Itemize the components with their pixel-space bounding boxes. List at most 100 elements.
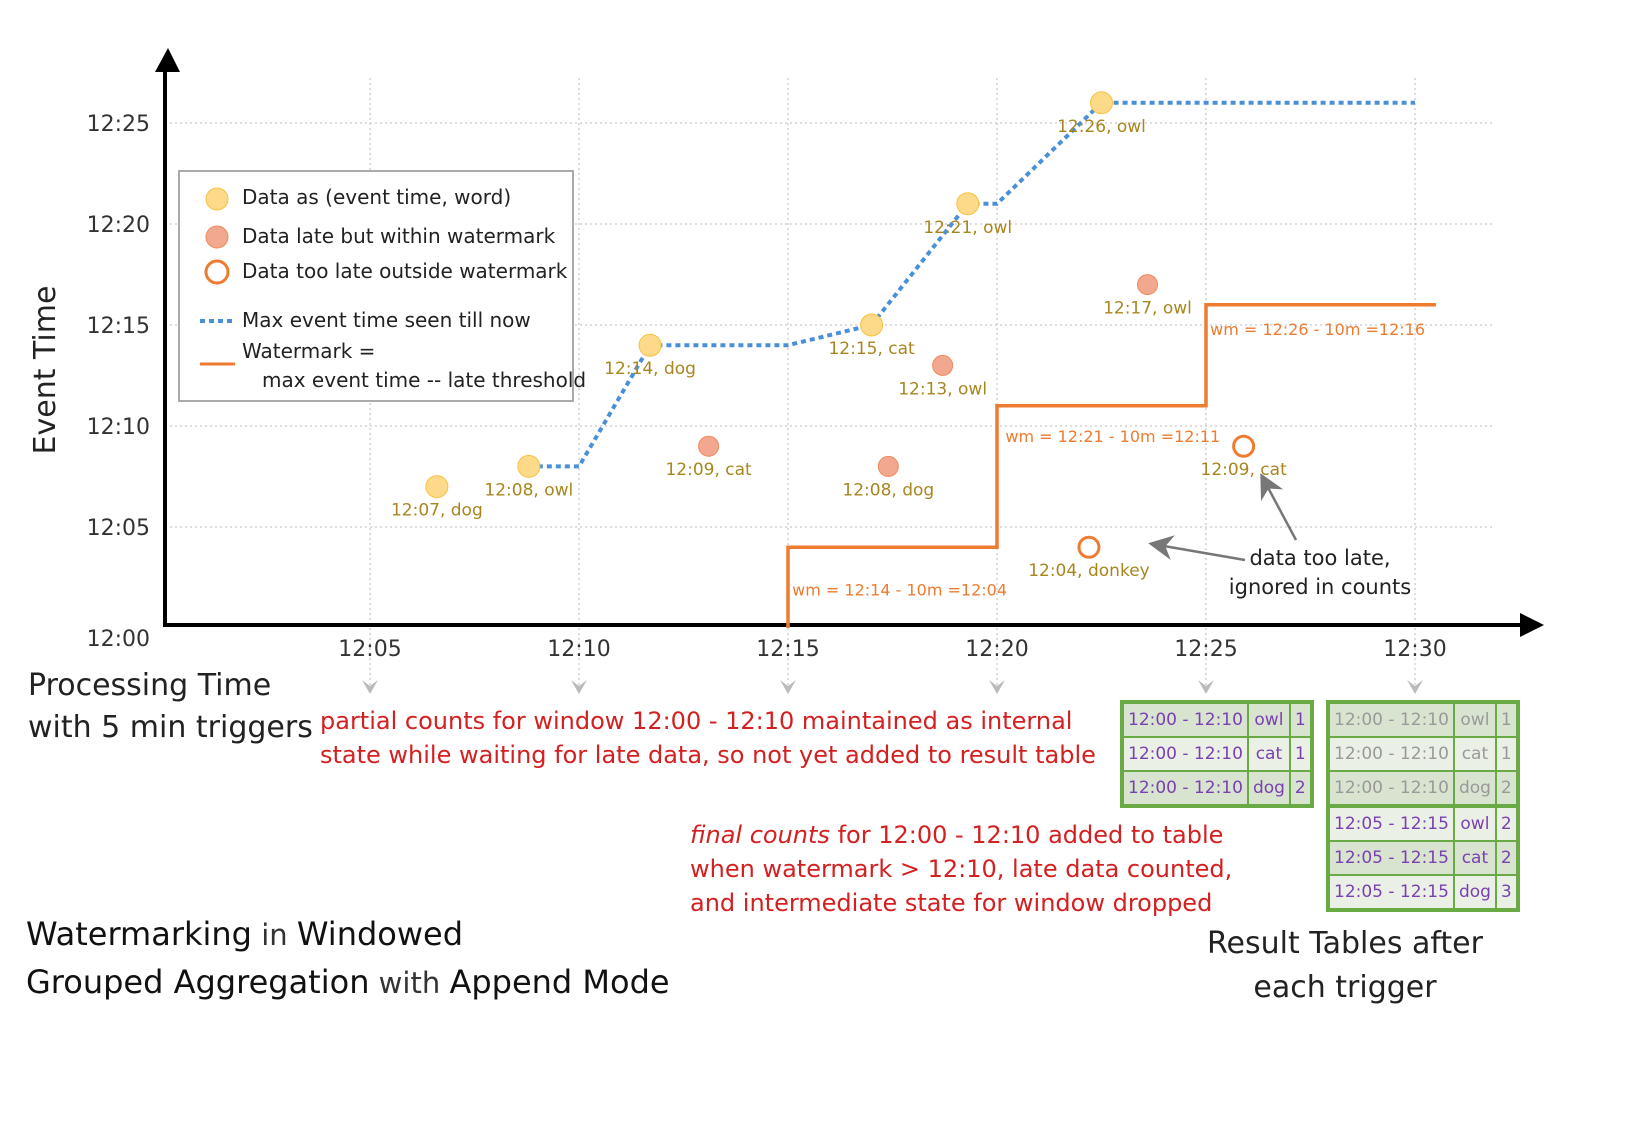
legend-watermark-1: Watermark =: [242, 339, 376, 363]
on-time-data-point: [425, 475, 449, 499]
y-tick-label: 12:15: [87, 314, 150, 339]
y-tick-label: 12:20: [87, 213, 150, 238]
count-cell: 2: [1494, 804, 1519, 842]
title-in: in: [251, 918, 297, 952]
x-tick-label: 12:15: [756, 637, 819, 662]
legend-on-time: Data as (event time, word): [242, 185, 512, 209]
window-cell: 12:00 - 12:10: [1121, 736, 1249, 772]
diagram-title-line-2: Grouped Aggregation with Append Mode: [26, 958, 670, 1007]
caption-line-1: Result Tables after: [1207, 926, 1483, 961]
title-grouped-aggregation: Grouped Aggregation: [26, 963, 370, 1001]
trigger-arrow-icon: [571, 680, 587, 694]
x-tick-label: 12:10: [547, 637, 610, 662]
data-point-label: 12:08, owl: [484, 480, 573, 500]
watermark-label: wm = 12:21 - 10m =12:11: [1005, 427, 1220, 446]
final-note-line-2: when watermark > 12:10, late data counte…: [690, 855, 1233, 883]
result-tables-caption: Result Tables after each trigger: [1195, 922, 1495, 1010]
late-data-point: [698, 435, 720, 457]
data-point-label: 12:14, dog: [604, 359, 696, 379]
diagram-title-line-1: Watermarking in Windowed: [26, 910, 463, 959]
legend-watermark-2: max event time -- late threshold: [262, 368, 587, 392]
word-cell: dog: [1452, 770, 1497, 807]
table-row: 12:00 - 12:10 cat 1: [1121, 736, 1313, 772]
trigger-arrow-icon: [1198, 680, 1214, 694]
word-cell: owl: [1452, 804, 1497, 842]
title-windowed: Windowed: [296, 915, 464, 953]
legend-max-line: Max event time seen till now: [242, 308, 531, 332]
data-point-label: 12:04, donkey: [1028, 561, 1150, 581]
y-axis-label: Event Time: [28, 286, 63, 455]
data-point-label: 12:09, cat: [1201, 460, 1288, 480]
watermark-label: wm = 12:26 - 10m =12:16: [1210, 320, 1425, 339]
final-counts-note: final counts for 12:00 - 12:10 added to …: [690, 818, 1233, 920]
word-cell: owl: [1246, 701, 1291, 738]
late-data-point: [877, 455, 899, 477]
table-row: 12:05 - 12:15 dog 3: [1327, 874, 1519, 911]
data-point-label: 12:13, owl: [898, 379, 987, 399]
watermark-line: [786, 303, 1436, 628]
legend-too-late: Data too late outside watermark: [242, 259, 568, 283]
x-tick-label: 12:30: [1383, 637, 1446, 662]
on-time-dot-icon: [205, 187, 229, 211]
data-point-label: 12:09, cat: [665, 460, 752, 480]
legend-box: Data as (event time, word) Data late but…: [178, 170, 586, 402]
y-tick-label: 12:05: [87, 516, 150, 541]
y-tick-label: 12:25: [87, 112, 150, 137]
count-cell: 3: [1494, 874, 1519, 911]
count-cell: 2: [1288, 770, 1313, 807]
count-cell: 2: [1494, 840, 1519, 876]
y-axis-arrow-icon: [155, 48, 180, 72]
late-dot-icon: [205, 225, 229, 249]
window-cell: 12:05 - 12:15: [1327, 874, 1455, 911]
window-cell: 12:00 - 12:10: [1121, 770, 1249, 807]
word-cell: dog: [1246, 770, 1291, 807]
window-cell: 12:00 - 12:10: [1327, 701, 1455, 738]
table-row: 12:00 - 12:10 dog 2: [1121, 770, 1313, 807]
result-table-trigger-1230: 12:00 - 12:10 owl 1 12:00 - 12:10 cat 1 12:00 …: [1326, 700, 1520, 912]
y-tick-label: 12:00: [87, 627, 150, 652]
partial-note-line-2: state while waiting for late data, so no…: [320, 741, 1096, 769]
table-row: 12:00 - 12:10 owl 1: [1121, 701, 1313, 738]
on-time-data-point: [517, 454, 541, 478]
late-data-point: [1136, 274, 1158, 296]
too-late-note-line-2: ignored in counts: [1229, 575, 1411, 599]
count-cell: 1: [1494, 736, 1519, 772]
caption-line-2: each trigger: [1253, 970, 1437, 1005]
word-cell: dog: [1452, 874, 1497, 911]
title-append-mode: Append Mode: [449, 963, 670, 1001]
table-row: 12:00 - 12:10 dog 2: [1327, 770, 1519, 807]
table-row: 12:05 - 12:15 cat 2: [1327, 840, 1519, 876]
count-cell: 2: [1494, 770, 1519, 807]
title-with: with: [369, 966, 450, 1000]
data-point-label: 12:08, dog: [842, 480, 934, 500]
title-watermarking: Watermarking: [26, 915, 252, 953]
on-time-data-point: [1090, 91, 1113, 115]
final-note-line-3: and intermediate state for window droppe…: [690, 889, 1213, 917]
result-table-trigger-1225: 12:00 - 12:10 owl 1 12:00 - 12:10 cat 1 12:00 …: [1120, 700, 1314, 808]
too-late-data-point: [1077, 535, 1101, 559]
pointer-arrow-icon: [1148, 535, 1246, 562]
too-late-note-line-1: data too late,: [1249, 546, 1390, 570]
trigger-arrow-icon: [362, 680, 378, 694]
data-point-label: 12:21, owl: [923, 218, 1012, 238]
window-cell: 12:00 - 12:10: [1121, 701, 1249, 738]
count-cell: 1: [1494, 701, 1519, 738]
trigger-arrow-icon: [780, 680, 796, 694]
word-cell: owl: [1452, 701, 1497, 738]
count-cell: 1: [1288, 701, 1313, 738]
data-point-label: 12:15, cat: [828, 339, 915, 359]
x-axis-label-2: with 5 min triggers: [28, 710, 313, 745]
partial-counts-note: partial counts for window 12:00 - 12:10 …: [320, 704, 1096, 772]
window-cell: 12:00 - 12:10: [1327, 736, 1455, 772]
x-axis-arrow-icon: [1520, 613, 1544, 637]
legend-late: Data late but within watermark: [242, 224, 556, 248]
too-late-ring-icon: [204, 259, 230, 285]
pointer-arrow-icon: [1260, 473, 1298, 541]
on-time-data-point: [956, 192, 980, 216]
word-cell: cat: [1452, 840, 1497, 876]
x-tick-label: 12:25: [1174, 637, 1237, 662]
x-tick-label: 12:05: [338, 637, 401, 662]
data-point-label: 12:26, owl: [1057, 117, 1146, 137]
